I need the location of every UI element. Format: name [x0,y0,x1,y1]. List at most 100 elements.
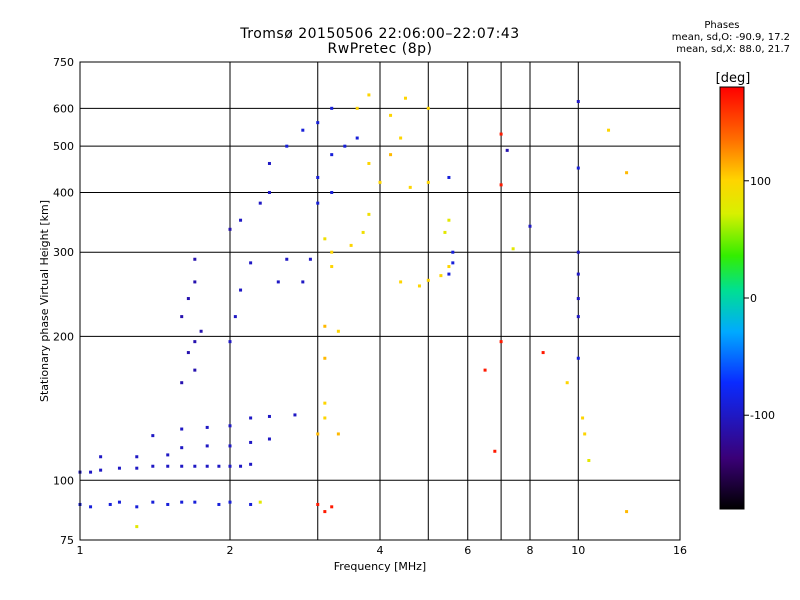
data-point [583,432,587,436]
data-point [99,468,103,472]
colorbar-tick-label: 0 [750,292,757,305]
data-point [308,257,312,261]
plot-frame [79,61,681,541]
data-point [505,148,509,152]
data-point [367,212,371,216]
data-point [499,132,503,136]
data-point [625,510,629,514]
data-point [205,464,209,468]
y-tick-label: 600 [53,102,74,115]
data-point [199,329,203,333]
data-point [576,272,580,276]
data-point [316,432,320,436]
data-point [135,505,139,509]
data-point [426,180,430,184]
y-tick-label: 200 [53,330,74,343]
data-point [135,455,139,459]
data-point [249,462,253,466]
data-point [217,502,221,506]
data-point [193,280,197,284]
data-point [451,250,455,254]
data-point [285,144,289,148]
data-point [180,500,184,504]
data-point [228,444,232,448]
x-tick-label: 16 [673,544,687,557]
data-point [581,416,585,420]
chart-subtitle: RwPretec (8p) [327,41,433,57]
y-tick-label: 300 [53,246,74,259]
data-point [301,280,305,284]
data-point [355,106,359,110]
data-point [316,121,320,125]
data-point [166,502,170,506]
data-point [276,280,280,284]
data-point [166,453,170,457]
y-tick-label: 75 [60,534,74,547]
data-point [233,315,237,319]
data-point [576,166,580,170]
data-point [193,340,197,344]
colorbar-gradient [719,86,745,510]
data-point [228,464,232,468]
data-point [587,458,591,462]
data-point [336,329,340,333]
data-point [403,96,407,100]
data-point [576,356,580,360]
data-point [151,464,155,468]
data-point [367,161,371,165]
data-point [378,180,382,184]
data-point [576,100,580,104]
data-point [316,201,320,205]
data-point [180,446,184,450]
data-point [205,425,209,429]
data-point [180,427,184,431]
data-point [389,113,393,117]
data-point [483,368,487,372]
data-point [205,444,209,448]
y-tick-label: 500 [53,140,74,153]
data-point [249,416,253,420]
data-point [316,502,320,506]
data-point [267,414,271,418]
data-point [285,257,289,261]
x-tick-label: 2 [227,544,234,557]
data-point [451,261,455,265]
data-point [228,227,232,231]
data-point [349,243,353,247]
data-point [389,153,393,157]
data-point [239,218,243,222]
data-point [417,284,421,288]
data-point [323,510,327,514]
colorbar-tick-label: -100 [750,409,775,422]
data-point [117,500,121,504]
data-point [293,413,297,417]
axis-ticks: 1 2 4 6 8 10 16 75 100 200 300 400 500 600 750 [53,56,687,557]
data-point [399,136,403,140]
data-point [99,455,103,459]
data-point [336,432,340,436]
x-tick-label: 1 [77,544,84,557]
colorbar-label: [deg] [716,71,751,86]
data-point [151,500,155,504]
data-point [399,280,403,284]
data-point [330,250,334,254]
grid-lines [80,62,680,540]
data-point [249,440,253,444]
data-point [258,500,262,504]
data-point [447,265,451,269]
data-point [166,464,170,468]
phases-header: Phases [704,20,740,31]
data-point [89,505,93,509]
data-point [576,297,580,301]
data-point [447,272,451,276]
data-point [117,466,121,470]
x-axis-label: Frequency [MHz] [334,560,426,573]
data-point [323,237,327,241]
phases-o-stats: mean, sd,O: -90.9, 17.2 [671,32,790,43]
phases-legend: Phases mean, sd,O: -90.9, 17.2 mean, sd,… [672,20,790,56]
data-point [330,265,334,269]
data-point [228,424,232,428]
data-point [239,288,243,292]
data-point [511,247,515,251]
